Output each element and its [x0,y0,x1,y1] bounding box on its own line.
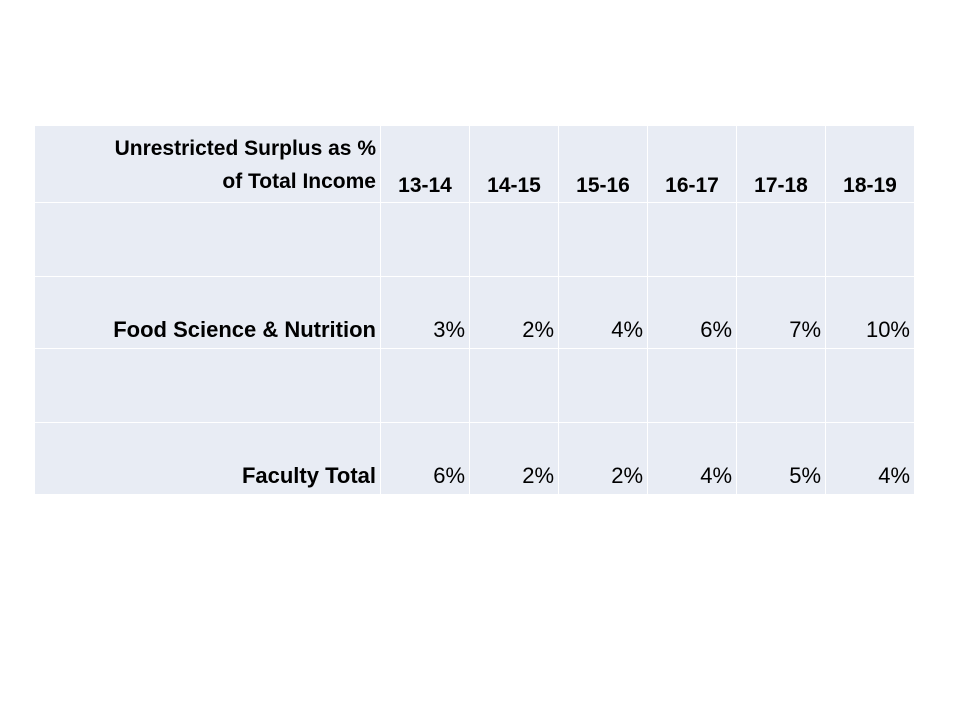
row-label-food-science: Food Science & Nutrition [34,276,381,349]
header-label-line1: Unrestricted Surplus as % [114,137,376,160]
header-label-cell: Unrestricted Surplus as % of Total Incom… [34,125,381,203]
year-header-cell: 17-18 [736,125,826,203]
blank-row [34,348,915,423]
value-cell: 2% [469,276,559,349]
value-cell: 2% [469,422,559,495]
blank-cell [34,348,381,423]
year-header-cell: 15-16 [558,125,648,203]
blank-cell [469,202,559,277]
year-header-cell: 13-14 [380,125,470,203]
header-label-line2: of Total Income [222,170,376,193]
value-cell: 6% [380,422,470,495]
year-header-cell: 14-15 [469,125,559,203]
year-header-cell: 16-17 [647,125,737,203]
value-cell: 5% [736,422,826,495]
blank-cell [736,348,826,423]
year-header-cell: 18-19 [825,125,915,203]
value-cell: 6% [647,276,737,349]
blank-cell [558,202,648,277]
value-cell: 10% [825,276,915,349]
value-cell: 7% [736,276,826,349]
value-cell: 2% [558,422,648,495]
value-cell: 4% [825,422,915,495]
table-row: Food Science & Nutrition 3% 2% 4% 6% 7% … [34,276,915,349]
value-cell: 3% [380,276,470,349]
blank-cell [736,202,826,277]
value-cell: 4% [647,422,737,495]
blank-row [34,202,915,277]
blank-cell [647,348,737,423]
blank-cell [825,348,915,423]
blank-cell [647,202,737,277]
table-row: Faculty Total 6% 2% 2% 4% 5% 4% [34,422,915,495]
blank-cell [380,348,470,423]
blank-cell [34,202,381,277]
blank-cell [380,202,470,277]
blank-cell [825,202,915,277]
value-cell: 4% [558,276,648,349]
blank-cell [469,348,559,423]
header-row: Unrestricted Surplus as % of Total Incom… [34,125,915,203]
surplus-table: Unrestricted Surplus as % of Total Incom… [34,125,915,495]
row-label-faculty-total: Faculty Total [34,422,381,495]
blank-cell [558,348,648,423]
